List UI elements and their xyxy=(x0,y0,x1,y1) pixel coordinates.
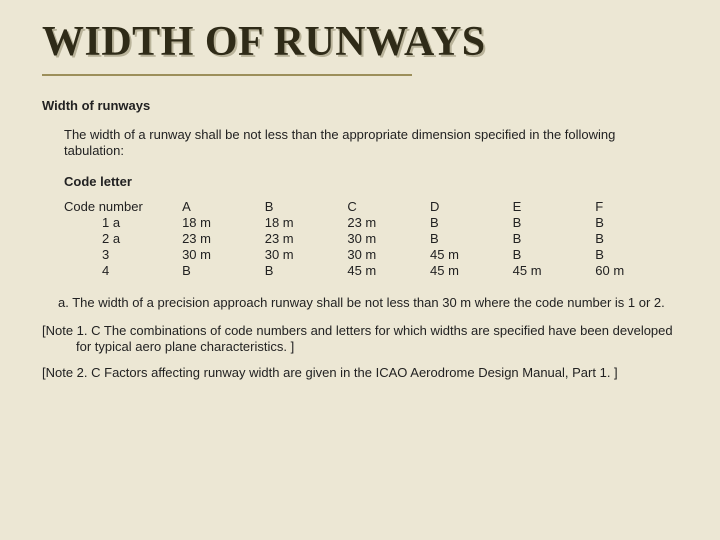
table-cell: 23 m xyxy=(347,215,430,231)
col-header: E xyxy=(513,199,596,215)
row-label: 3 xyxy=(64,247,182,263)
col-header: F xyxy=(595,199,678,215)
table-cell: B xyxy=(182,263,265,279)
runway-width-table: Code number A B C D E F 1 a 18 m 18 m 23… xyxy=(64,199,678,279)
table-cell: B xyxy=(430,231,513,247)
title-underline xyxy=(42,74,412,76)
table-cell: 30 m xyxy=(347,247,430,263)
section-subheading: Width of runways xyxy=(42,98,678,113)
table-cell: 45 m xyxy=(430,247,513,263)
table-cell: B xyxy=(513,215,596,231)
note-1: [Note 1. C The combinations of code numb… xyxy=(42,323,678,356)
table-cell: B xyxy=(430,215,513,231)
table-cell: 60 m xyxy=(595,263,678,279)
col-header: C xyxy=(347,199,430,215)
row-label: 1 a xyxy=(64,215,182,231)
table-cell: B xyxy=(513,231,596,247)
table-label: Code letter xyxy=(64,174,678,189)
footnote-a: a. The width of a precision approach run… xyxy=(42,295,678,311)
table-cell: B xyxy=(595,215,678,231)
slide-title: WIDTH OF RUNWAYS xyxy=(42,18,678,66)
table-cell: 45 m xyxy=(347,263,430,279)
note-2: [Note 2. C Factors affecting runway widt… xyxy=(42,365,678,381)
table-cell: B xyxy=(265,263,348,279)
table-cell: B xyxy=(595,247,678,263)
table-cell: 30 m xyxy=(265,247,348,263)
table-cell: 18 m xyxy=(265,215,348,231)
table-row: 3 30 m 30 m 30 m 45 m B B xyxy=(64,247,678,263)
table-cell: 18 m xyxy=(182,215,265,231)
table-cell: 45 m xyxy=(430,263,513,279)
table-header-row: Code number A B C D E F xyxy=(64,199,678,215)
table-cell: B xyxy=(595,231,678,247)
intro-paragraph: The width of a runway shall be not less … xyxy=(64,127,678,160)
table-corner-label: Code number xyxy=(64,199,182,215)
slide-container: WIDTH OF RUNWAYS Width of runways The wi… xyxy=(0,0,720,540)
col-header: A xyxy=(182,199,265,215)
row-label: 2 a xyxy=(64,231,182,247)
row-label: 4 xyxy=(64,263,182,279)
table-cell: 45 m xyxy=(513,263,596,279)
table-cell: 23 m xyxy=(182,231,265,247)
table-row: 2 a 23 m 23 m 30 m B B B xyxy=(64,231,678,247)
table-cell: 30 m xyxy=(347,231,430,247)
table-row: 4 B B 45 m 45 m 45 m 60 m xyxy=(64,263,678,279)
table-row: 1 a 18 m 18 m 23 m B B B xyxy=(64,215,678,231)
col-header: B xyxy=(265,199,348,215)
table-cell: 30 m xyxy=(182,247,265,263)
table-cell: 23 m xyxy=(265,231,348,247)
table-cell: B xyxy=(513,247,596,263)
col-header: D xyxy=(430,199,513,215)
